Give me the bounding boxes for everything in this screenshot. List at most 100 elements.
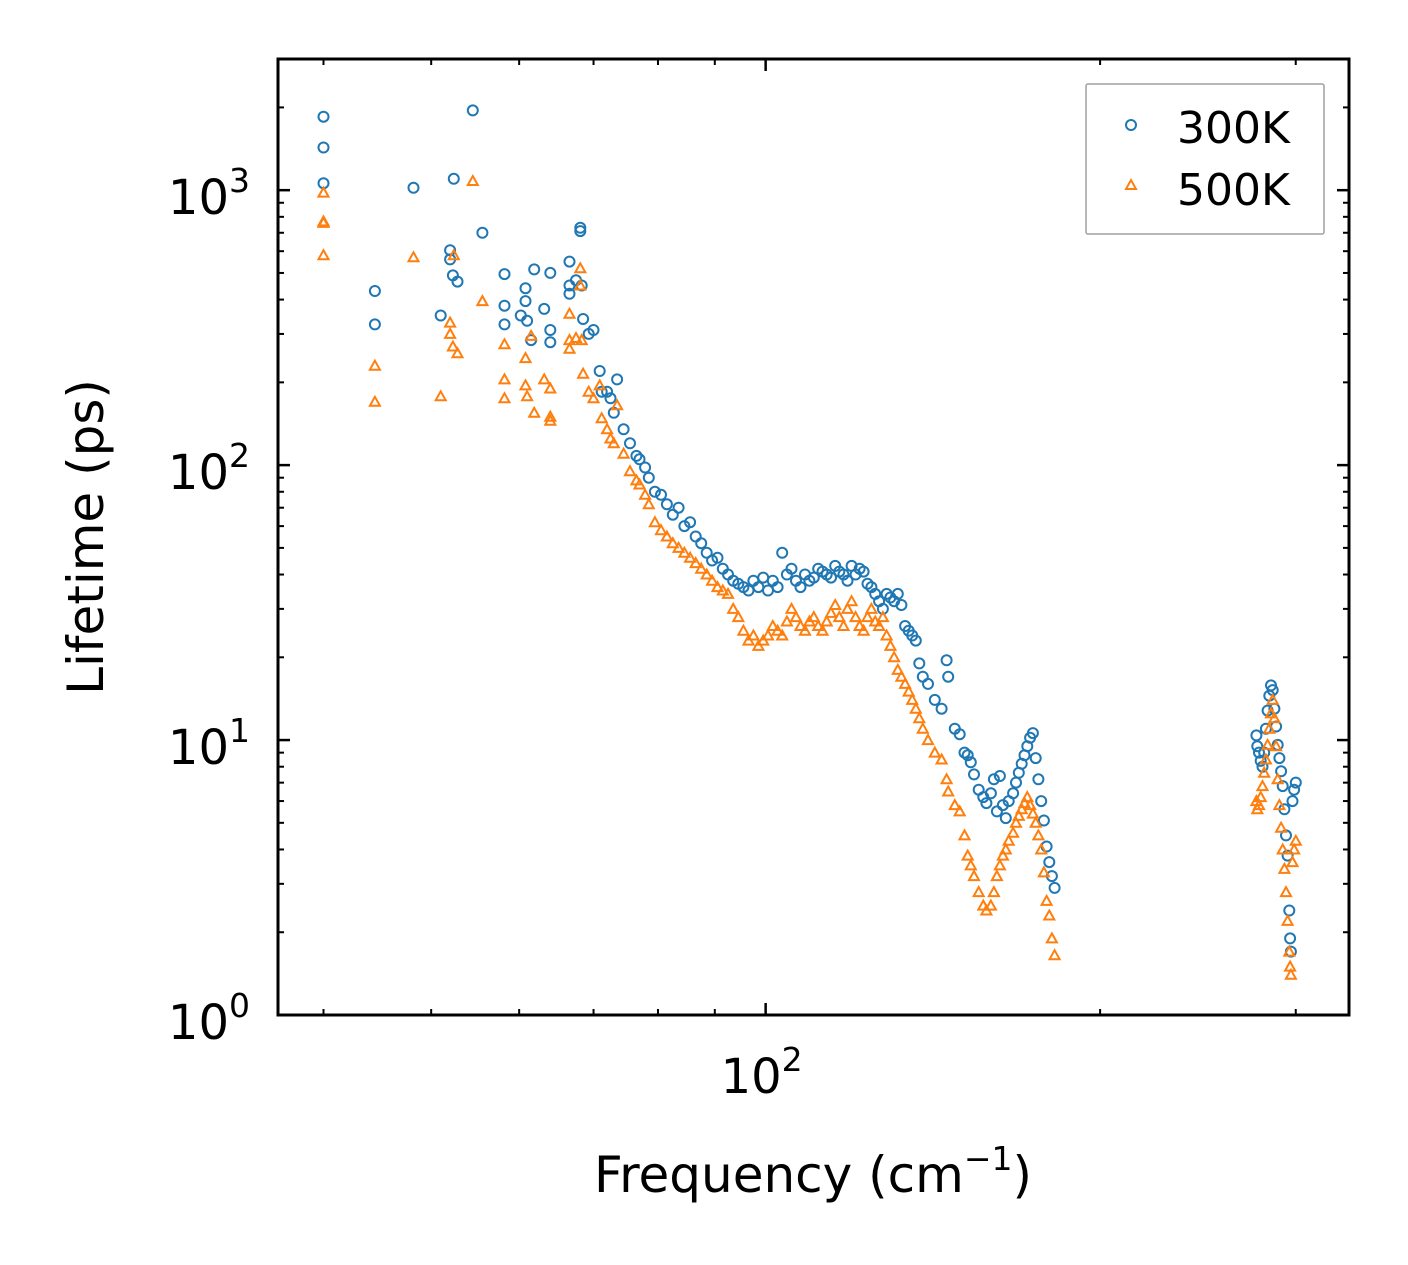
point-300k [434,309,447,322]
legend-label-300k: 300K [1177,103,1291,154]
point-500k [518,378,533,391]
point-500k [993,858,1007,871]
point-500k [610,398,624,411]
point-500k [887,650,901,663]
point-500k [497,391,512,404]
point-500k [891,662,905,675]
point-500k [573,261,587,274]
point-300k [942,670,955,683]
point-300k [604,392,617,405]
point-300k [1029,752,1042,765]
point-500k [1287,842,1301,855]
x-tick-label: 102 [721,1040,803,1105]
point-300k [617,423,630,436]
point-500k [705,573,719,586]
point-500k [569,330,583,343]
plot-frame [276,57,1351,1017]
point-500k [648,515,662,528]
point-500k [543,409,557,422]
point-500k [466,173,480,186]
y-tick-label: 103 [168,161,250,226]
legend: 300K 500K [1085,83,1325,235]
point-500k [840,601,855,614]
point-500k [1029,815,1043,828]
point-500k [1009,815,1023,828]
point-300k [624,437,636,450]
point-500k [836,618,851,631]
point-500k [872,618,886,631]
point-500k [746,628,761,641]
point-500k [1255,779,1270,792]
point-500k [524,328,538,341]
point-300k [968,768,980,781]
legend-marker-500k [1124,177,1138,190]
point-300k [563,287,576,300]
point-500k [447,248,461,261]
point-300k [922,677,934,690]
point-300k [1048,881,1061,894]
point-500k [573,278,587,291]
point-300k [655,488,667,501]
point-500k [632,477,647,490]
point-300k [990,805,1003,818]
point-500k [1277,861,1292,874]
point-500k [1252,798,1266,811]
point-500k [953,804,967,817]
point-300k [368,285,381,297]
point-300k [1043,856,1056,869]
point-500k [368,394,382,407]
point-500k [820,614,834,627]
point-300k [519,282,532,295]
point-500k [987,885,1001,898]
point-500k [694,561,708,574]
point-500k [616,446,631,459]
point-300k [1035,795,1048,808]
point-300k [895,599,908,611]
point-500k [948,798,962,811]
point-500k [736,623,751,636]
point-300k [521,314,534,327]
point-500k [595,411,609,424]
point-300k [785,562,798,575]
point-300k [672,501,685,514]
point-300k [999,812,1012,825]
point-500k [941,784,955,797]
point-500k [316,248,331,261]
point-500k [967,869,981,882]
point-500k [939,772,954,785]
point-500k [798,623,812,636]
point-500k [1254,790,1268,803]
point-300k [1010,776,1022,789]
point-500k [710,580,725,593]
point-300k [913,657,926,670]
point-300k [961,749,974,762]
point-500k [1012,808,1026,821]
point-500k [316,185,331,198]
point-300k [1286,795,1299,808]
point-300k [1275,765,1288,778]
point-500k [497,372,512,385]
point-300k [940,654,953,667]
point-300k [642,471,655,484]
point-300k [891,587,904,600]
point-500k [446,339,460,352]
point-500k [562,306,577,319]
point-500k [1034,842,1048,855]
point-500k [775,628,789,641]
point-300k [695,537,708,550]
point-500k [716,583,730,596]
point-500k [683,550,697,563]
point-500k [1037,865,1051,878]
point-300k [689,530,702,543]
point-300k [601,385,614,398]
point-500k [879,628,894,641]
point-300k [980,797,993,810]
point-300k [587,324,600,336]
point-300k [1276,780,1289,793]
point-300k [1007,787,1020,800]
point-500k [1280,913,1295,926]
point-500k [654,523,668,536]
point-500k [984,898,998,911]
point-500k [894,669,909,682]
point-500k [789,610,803,623]
